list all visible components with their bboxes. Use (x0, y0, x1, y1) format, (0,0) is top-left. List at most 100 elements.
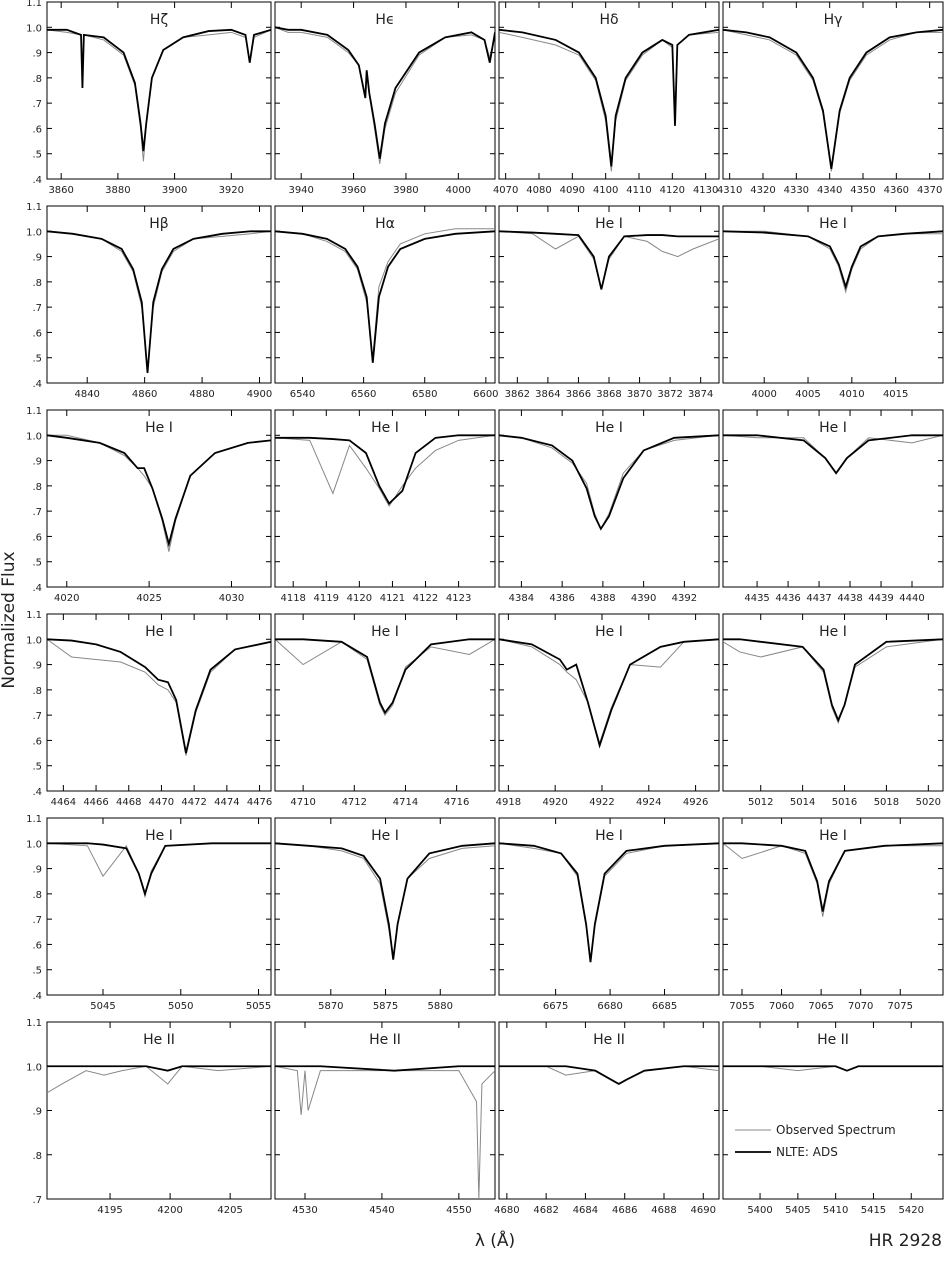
y-tick-label: .9 (32, 457, 42, 468)
x-tick-label: 4392 (672, 593, 697, 604)
y-tick-label: .7 (32, 507, 42, 518)
panel-frame (46, 1021, 272, 1200)
y-tick-label: 1.1 (26, 1018, 42, 1029)
panel: .4 .5 .6 .7 .8 .9 1.0 1.1 5045 5050 5055 He I (26, 814, 272, 1012)
x-tick-label: 4436 (775, 593, 800, 604)
x-tick-label: 4688 (651, 1205, 676, 1216)
observed-line (499, 1065, 719, 1085)
x-tick-label: 4438 (837, 593, 862, 604)
x-tick-label: 4390 (631, 593, 656, 604)
y-tick-label: .4 (32, 991, 42, 1002)
panel-title: Hδ (599, 12, 618, 28)
x-tick-label: 4440 (899, 593, 924, 604)
x-tick-label: 3900 (162, 185, 187, 196)
x-tick-label: 7070 (848, 1001, 873, 1012)
x-tick-label: 4118 (280, 593, 305, 604)
panel-frame (46, 1, 272, 180)
x-tick-label: 4005 (795, 389, 820, 400)
x-tick-label: 4464 (51, 797, 76, 808)
x-tick-label: 4918 (496, 797, 521, 808)
x-tick-label: 4100 (593, 185, 618, 196)
y-tick-label: .4 (32, 787, 42, 798)
panel: 4000 4005 4010 4015 He I (722, 205, 944, 400)
observed-line (275, 638, 495, 717)
model-line (47, 28, 271, 152)
x-tick-label: 3940 (288, 185, 313, 196)
panel-title: He I (595, 216, 623, 232)
panel-title: He I (819, 420, 847, 436)
y-tick-label: .8 (32, 686, 42, 697)
x-tick-label: 6675 (543, 1001, 568, 1012)
x-tick-label: 4690 (691, 1205, 716, 1216)
model-line (499, 638, 719, 749)
x-tick-label: 4110 (626, 185, 651, 196)
y-tick-label: .4 (32, 583, 42, 594)
panel-title: He I (371, 828, 399, 844)
y-tick-label: .9 (32, 253, 42, 264)
model-line (723, 434, 943, 475)
x-tick-label: 4015 (883, 389, 908, 400)
model-line (275, 638, 495, 715)
x-tick-label: 5018 (874, 797, 899, 808)
panel-title: He II (369, 1032, 401, 1048)
y-tick-label: .8 (32, 482, 42, 493)
y-tick-label: .6 (32, 328, 42, 339)
x-tick-label: 4435 (744, 593, 769, 604)
x-tick-label: 7065 (808, 1001, 833, 1012)
x-axis-label: λ (Å) (475, 1229, 515, 1251)
model-line (47, 434, 271, 548)
panel-title: He I (595, 420, 623, 436)
panel-title: He I (145, 828, 173, 844)
y-tick-label: .8 (32, 278, 42, 289)
x-tick-label: 3860 (48, 185, 73, 196)
x-tick-label: 7055 (729, 1001, 754, 1012)
y-axis-label: Normalized Flux (0, 551, 19, 688)
x-tick-label: 4122 (413, 593, 438, 604)
x-tick-label: 4130 (693, 185, 718, 196)
panel-title: Hβ (149, 216, 168, 232)
x-tick-label: 4474 (214, 797, 239, 808)
x-tick-label: 4010 (839, 389, 864, 400)
x-tick-label: 3868 (596, 389, 621, 400)
x-tick-label: 3872 (657, 389, 682, 400)
x-tick-label: 4070 (493, 185, 518, 196)
x-tick-label: 5045 (90, 1001, 115, 1012)
panel-frame (722, 1, 944, 180)
observed-line (499, 842, 719, 960)
observed-line (275, 434, 495, 508)
y-tick-label: .4 (32, 379, 42, 390)
panel-frame (722, 817, 944, 996)
x-tick-label: 5020 (916, 797, 941, 808)
panel: 7055 7060 7065 7070 7075 He I (722, 817, 944, 1012)
x-tick-label: 6600 (473, 389, 498, 400)
x-tick-label: 4370 (917, 185, 942, 196)
panel: 6675 6680 6685 He I (498, 817, 720, 1012)
y-tick-label: .7 (32, 915, 42, 926)
y-tick-label: 1.1 (26, 814, 42, 825)
model-line (499, 1065, 719, 1085)
x-tick-label: 4030 (219, 593, 244, 604)
x-tick-label: 4437 (806, 593, 831, 604)
x-tick-label: 3874 (688, 389, 713, 400)
y-tick-label: .7 (32, 303, 42, 314)
x-tick-label: 4472 (181, 797, 206, 808)
observed-line (723, 230, 943, 294)
observed-line (723, 638, 943, 725)
y-tick-label: .9 (32, 865, 42, 876)
x-tick-label: 3880 (105, 185, 130, 196)
x-tick-label: 4840 (74, 389, 99, 400)
panel-title: Hα (375, 216, 395, 232)
panel: 5870 5875 5880 He I (274, 817, 496, 1012)
model-line (723, 28, 943, 170)
y-tick-label: 1.1 (26, 0, 42, 9)
panel-frame (722, 613, 944, 792)
observed-line (275, 228, 495, 358)
x-tick-label: 4682 (533, 1205, 558, 1216)
x-tick-label: 4120 (660, 185, 685, 196)
x-tick-label: 4714 (393, 797, 418, 808)
x-tick-label: 5014 (790, 797, 815, 808)
x-tick-label: 3862 (505, 389, 530, 400)
y-tick-label: .5 (32, 966, 42, 977)
y-tick-label: .7 (32, 711, 42, 722)
model-line (499, 230, 719, 290)
